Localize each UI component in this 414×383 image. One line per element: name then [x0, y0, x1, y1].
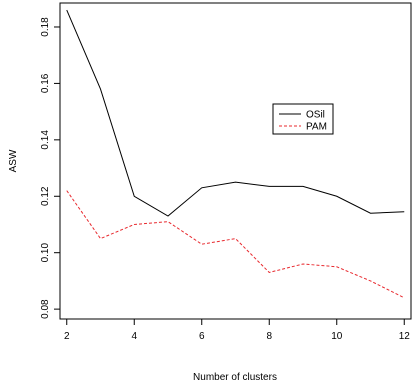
x-axis: 2 4 6 8 10 12: [64, 319, 410, 342]
series-layer: [66, 9, 405, 299]
y-tick-label: 0.08: [40, 299, 51, 319]
y-tick-label: 0.18: [40, 17, 51, 37]
x-tick-label: 2: [64, 331, 70, 342]
y-axis: 0.08 0.10 0.12 0.14 0.16 0.18: [40, 17, 60, 319]
x-tick-label: 10: [331, 331, 343, 342]
y-tick-label: 0.12: [40, 186, 51, 206]
x-tick-label: 6: [199, 331, 205, 342]
y-tick-label: 0.10: [40, 243, 51, 263]
series-line-pam: [66, 190, 405, 299]
plot-frame: [59, 2, 412, 320]
x-axis-title: Number of clusters: [193, 372, 277, 383]
legend-box: [272, 103, 334, 135]
legend-label-osil: OSil: [306, 110, 325, 121]
legend-label-pam: PAM: [306, 122, 327, 133]
y-tick-label: 0.16: [40, 73, 51, 93]
x-tick-label: 4: [131, 331, 137, 342]
y-axis-title: ASW: [8, 149, 19, 172]
x-tick-label: 8: [266, 331, 272, 342]
series-line-osil: [66, 9, 405, 217]
x-tick-label: 12: [399, 331, 411, 342]
y-tick-label: 0.14: [40, 130, 51, 150]
